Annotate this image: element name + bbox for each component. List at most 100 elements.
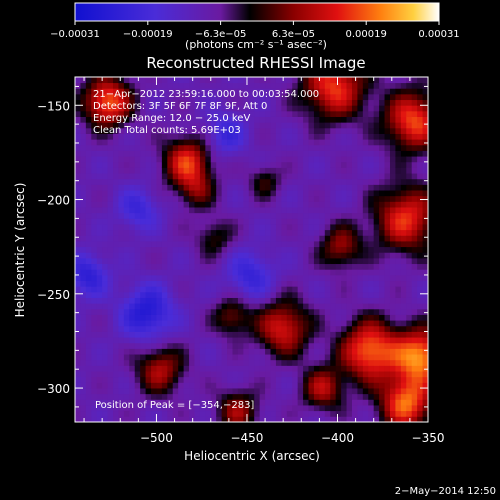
heatmap-cell bbox=[395, 150, 402, 157]
heatmap-cell bbox=[199, 122, 206, 129]
heatmap-cell bbox=[406, 190, 413, 197]
heatmap-cell bbox=[259, 224, 266, 231]
heatmap-cell bbox=[308, 359, 315, 366]
heatmap-cell bbox=[113, 178, 119, 185]
heatmap-cell bbox=[384, 337, 391, 344]
heatmap-cell bbox=[183, 167, 190, 174]
heatmap-cell bbox=[265, 257, 271, 265]
heatmap-cell bbox=[237, 246, 244, 253]
heatmap-cell bbox=[129, 269, 136, 276]
heatmap-cell bbox=[379, 354, 385, 361]
heatmap-cell bbox=[351, 246, 358, 253]
heatmap-cell bbox=[275, 201, 282, 208]
heatmap-cell bbox=[123, 354, 130, 361]
heatmap-cell bbox=[85, 269, 92, 276]
heatmap-cell bbox=[123, 405, 130, 412]
heatmap-cell bbox=[237, 359, 244, 366]
heatmap-cell bbox=[172, 190, 179, 197]
heatmap-cell bbox=[411, 218, 418, 225]
heatmap-cell bbox=[330, 308, 337, 315]
heatmap-cell bbox=[395, 195, 402, 202]
heatmap-cell bbox=[151, 218, 157, 225]
heatmap-cell bbox=[194, 127, 201, 134]
heatmap-cell bbox=[389, 337, 396, 344]
heatmap-cell bbox=[319, 308, 326, 315]
heatmap-cell bbox=[178, 410, 185, 417]
heatmap-cell bbox=[232, 257, 239, 265]
heatmap-cell bbox=[199, 241, 206, 248]
heatmap-cell bbox=[259, 252, 266, 259]
heatmap-cell bbox=[113, 382, 119, 389]
heatmap-cell bbox=[313, 331, 320, 338]
heatmap-cell bbox=[259, 359, 266, 366]
heatmap-cell bbox=[351, 393, 358, 400]
heatmap-cell bbox=[91, 410, 98, 417]
heatmap-cell bbox=[123, 110, 130, 117]
heatmap-cell bbox=[286, 286, 293, 293]
heatmap-cell bbox=[134, 263, 141, 270]
heatmap-cell bbox=[151, 331, 157, 338]
heatmap-cell bbox=[96, 399, 103, 406]
heatmap-cell bbox=[319, 388, 326, 395]
heatmap-cell bbox=[91, 229, 98, 236]
heatmap-cell bbox=[167, 399, 174, 406]
heatmap-cell bbox=[91, 405, 98, 412]
heatmap-cell bbox=[406, 122, 413, 129]
heatmap-cell bbox=[341, 354, 347, 361]
heatmap-cell bbox=[194, 410, 201, 417]
heatmap-cell bbox=[292, 263, 299, 270]
heatmap-cell bbox=[194, 337, 201, 344]
heatmap-cell bbox=[161, 93, 168, 101]
heatmap-cell bbox=[281, 201, 288, 208]
heatmap-cell bbox=[145, 371, 152, 378]
heatmap-cell bbox=[303, 399, 309, 406]
heatmap-cell bbox=[243, 235, 250, 242]
heatmap-cell bbox=[156, 224, 163, 231]
heatmap-cell bbox=[324, 314, 331, 321]
heatmap-cell bbox=[96, 201, 103, 208]
heatmap-cell bbox=[303, 269, 309, 276]
heatmap-cell bbox=[216, 308, 223, 315]
heatmap-cell bbox=[259, 167, 266, 174]
heatmap-cell bbox=[80, 359, 87, 366]
heatmap-cell bbox=[319, 77, 326, 84]
heatmap-cell bbox=[270, 382, 277, 389]
heatmap-cell bbox=[80, 331, 87, 338]
heatmap-cell bbox=[275, 116, 282, 123]
heatmap-cell bbox=[357, 127, 364, 134]
heatmap-cell bbox=[123, 416, 130, 422]
heatmap-cell bbox=[80, 195, 87, 202]
heatmap-cell bbox=[189, 371, 195, 378]
heatmap-cell bbox=[341, 127, 347, 134]
heatmap-cell bbox=[118, 82, 125, 89]
heatmap-cell bbox=[216, 252, 223, 259]
heatmap-cell bbox=[368, 416, 375, 422]
heatmap-cell bbox=[297, 139, 304, 146]
heatmap-cell bbox=[167, 342, 174, 349]
heatmap-cell bbox=[422, 201, 428, 208]
heatmap-cell bbox=[341, 207, 347, 214]
heatmap-cell bbox=[400, 371, 407, 378]
heatmap-cell bbox=[422, 337, 428, 344]
heatmap-cell bbox=[102, 218, 108, 225]
heatmap-cell bbox=[75, 331, 81, 338]
heatmap-cell bbox=[286, 405, 293, 412]
heatmap-cell bbox=[417, 354, 423, 361]
heatmap-cell bbox=[297, 342, 304, 349]
heatmap-cell bbox=[113, 376, 119, 383]
heatmap-cell bbox=[400, 308, 407, 315]
heatmap-cell bbox=[172, 331, 179, 338]
heatmap-cell bbox=[373, 382, 380, 389]
heatmap-cell bbox=[145, 161, 152, 168]
heatmap-cell bbox=[368, 156, 375, 163]
heatmap-cell bbox=[389, 229, 396, 236]
heatmap-cell bbox=[319, 161, 326, 168]
heatmap-cell bbox=[134, 88, 141, 95]
heatmap-cell bbox=[210, 308, 217, 315]
heatmap-cell bbox=[156, 201, 163, 208]
heatmap-cell bbox=[248, 150, 255, 157]
heatmap-cell bbox=[303, 150, 309, 157]
heatmap-cell bbox=[227, 122, 233, 129]
heatmap-cell bbox=[113, 105, 119, 112]
heatmap-cell bbox=[210, 201, 217, 208]
